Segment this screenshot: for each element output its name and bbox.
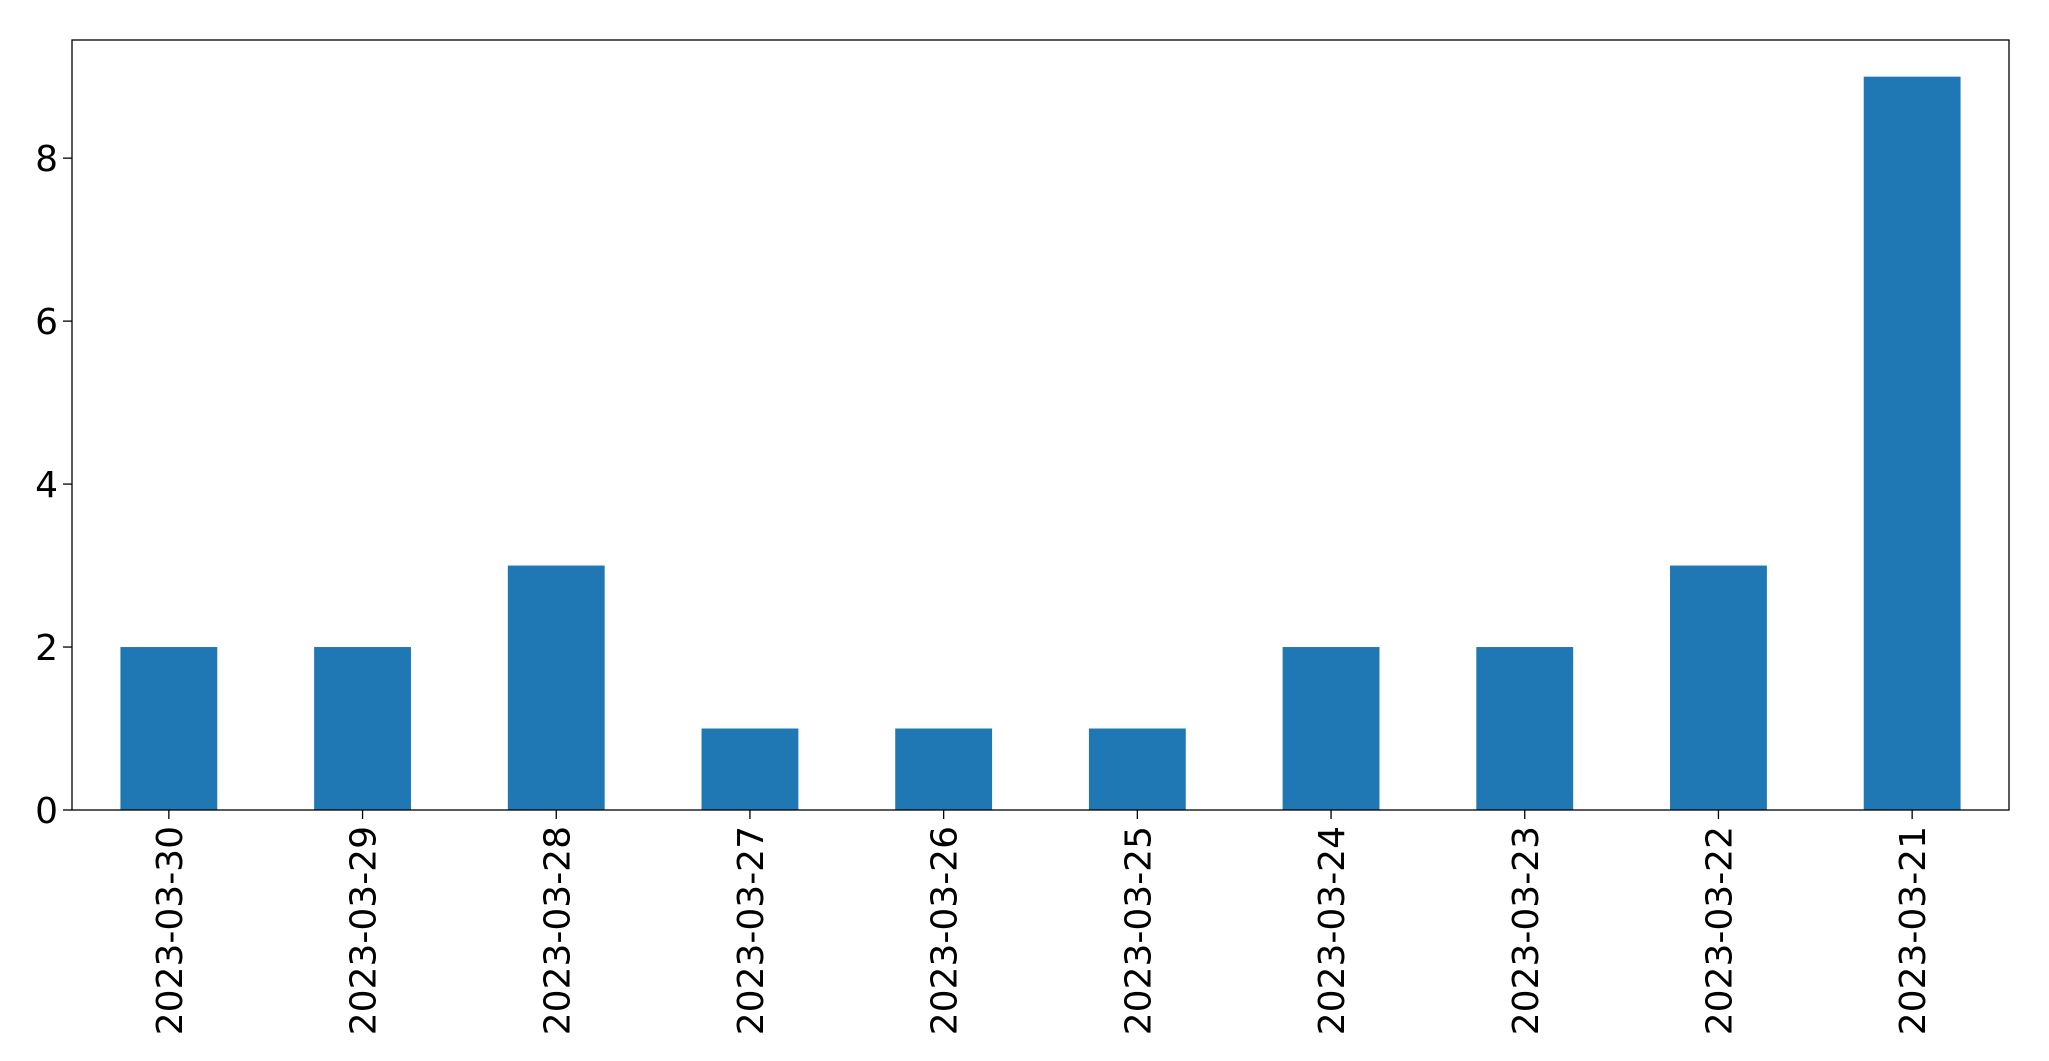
x-tick-label: 2023-03-29 xyxy=(344,826,385,1035)
bar xyxy=(507,565,605,810)
bar xyxy=(1476,647,1574,810)
y-tick-label: 0 xyxy=(35,791,58,832)
x-tick-label: 2023-03-24 xyxy=(1312,826,1353,1035)
x-tick-label: 2023-03-28 xyxy=(537,826,578,1035)
bar xyxy=(1088,728,1186,810)
x-tick-label: 2023-03-27 xyxy=(731,826,772,1035)
bar xyxy=(1670,565,1767,810)
y-tick-label: 4 xyxy=(35,465,58,506)
bar xyxy=(314,647,411,810)
plot-frame xyxy=(71,39,2010,811)
x-tick-label: 2023-03-21 xyxy=(1893,826,1934,1035)
x-tick-label: 2023-03-22 xyxy=(1699,826,1740,1035)
bar xyxy=(120,647,218,810)
bar xyxy=(1863,76,1961,810)
x-tick-label: 2023-03-26 xyxy=(925,826,966,1035)
bar xyxy=(1282,647,1380,810)
bar xyxy=(895,728,993,810)
x-tick-label: 2023-03-30 xyxy=(150,826,191,1035)
y-tick-label: 2 xyxy=(35,628,58,669)
bar xyxy=(701,728,799,810)
x-tick-label: 2023-03-25 xyxy=(1118,826,1159,1035)
y-tick-label: 6 xyxy=(35,302,58,343)
x-tick-label: 2023-03-23 xyxy=(1506,826,1547,1035)
y-tick-label: 8 xyxy=(35,139,58,180)
